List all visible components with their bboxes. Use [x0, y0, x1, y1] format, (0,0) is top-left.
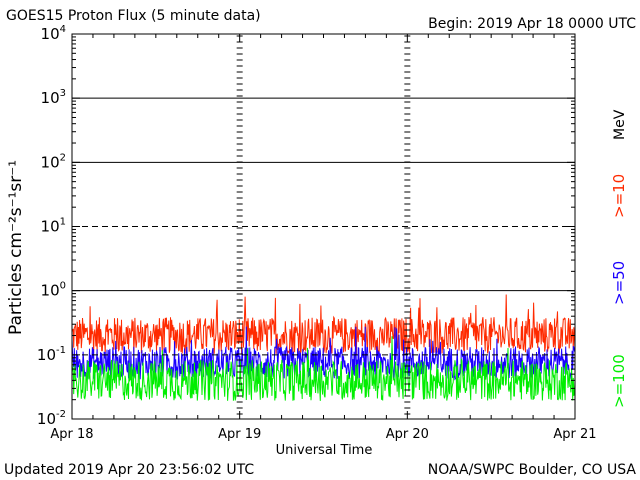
series-line-1	[71, 326, 576, 381]
y-tick-label: 102	[41, 152, 66, 171]
y-tick-label: 10-2	[37, 409, 66, 428]
y-tick-label: 10-1	[37, 345, 66, 364]
legend-entry-50: >=50	[610, 261, 628, 305]
y-tick-label: 101	[41, 217, 66, 236]
series-line-2	[71, 336, 576, 401]
series-line-0	[71, 294, 576, 356]
chart-title: GOES15 Proton Flux (5 minute data)	[6, 8, 261, 24]
updated-time: Updated 2019 Apr 20 23:56:02 UTC	[4, 462, 255, 478]
x-tick-labels: Apr 18 Apr 19 Apr 20 Apr 21	[50, 427, 596, 442]
x-tick-label: Apr 20	[386, 427, 429, 442]
x-tick-label: Apr 19	[218, 427, 261, 442]
x-tick-label: Apr 18	[50, 427, 93, 442]
legend: >=10 >=50 >=100 MeV	[610, 109, 628, 408]
y-tick-label: 100	[41, 281, 66, 300]
legend-entry-10: >=10	[610, 174, 628, 218]
legend-entry-100: >=100	[610, 354, 628, 408]
y-axis-label: Particles cm⁻²s⁻¹sr⁻¹	[6, 159, 26, 335]
grid-layer	[72, 97, 575, 356]
series-layer	[71, 294, 576, 401]
x-tick-label: Apr 21	[553, 427, 596, 442]
begin-time: Begin: 2019 Apr 18 0000 UTC	[428, 16, 636, 32]
y-tick-label: 103	[41, 88, 66, 107]
data-source: NOAA/SWPC Boulder, CO USA	[427, 462, 636, 478]
x-axis-label: Universal Time	[276, 443, 373, 458]
plot-frame	[71, 33, 576, 420]
y-tick-label: 104	[41, 24, 66, 43]
legend-unit: MeV	[612, 109, 628, 140]
